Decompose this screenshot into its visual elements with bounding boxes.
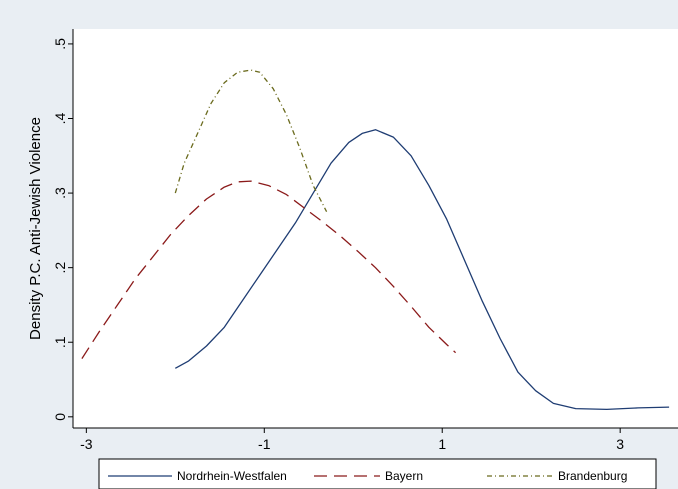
series-line-3 [174,69,328,212]
series-line-1 [174,129,670,411]
x-tick-label: -3 [80,436,93,452]
x-tick-label: 3 [616,436,624,452]
y-tick-label: .1 [52,336,68,348]
legend-box [98,458,657,489]
y-tick-label: .3 [52,187,68,199]
y-tick-label: .4 [52,112,68,124]
series-layer [81,69,670,411]
x-tick-label: -1 [258,436,271,452]
legend-label-3: Brandenburg [558,469,627,483]
y-tick-label: 0 [52,413,68,421]
plot-area [73,29,678,428]
y-axis-title: Density P.C. Anti-Jewish Violence [27,117,44,340]
x-tick-label: 1 [438,436,446,452]
legend-label-1: Nordrhein-Westfalen [177,469,287,483]
series-line-2 [81,180,457,359]
y-tick-label: .5 [52,38,68,50]
legend: Nordrhein-Westfalen Bayern Brandenburg [98,458,657,489]
axes: 0 .1 .2 .3 .4 .5 -3 -1 1 3 [52,29,678,452]
legend-label-2: Bayern [385,469,423,483]
y-tick-label: .2 [52,262,68,274]
